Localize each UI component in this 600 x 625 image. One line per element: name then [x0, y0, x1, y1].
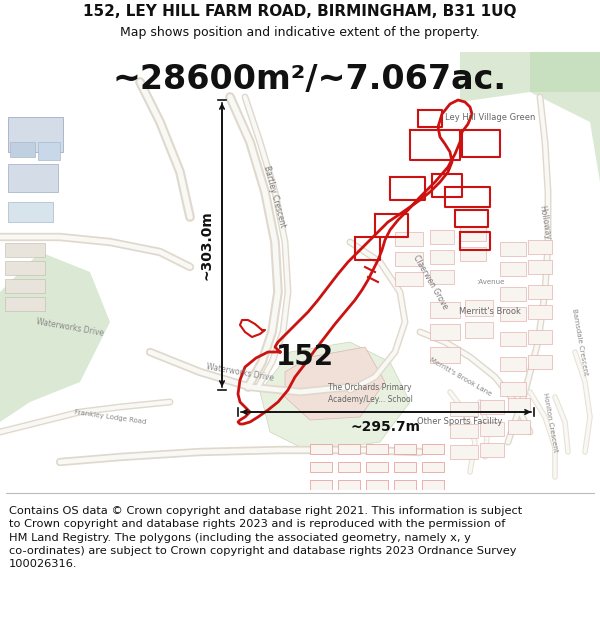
Text: Map shows position and indicative extent of the property.: Map shows position and indicative extent… [120, 26, 480, 39]
Polygon shape [0, 252, 110, 422]
Text: Honiton Crescent: Honiton Crescent [542, 392, 558, 452]
Bar [500, 287, 526, 301]
Bar [5, 243, 45, 257]
Bar [8, 202, 53, 222]
Bar [450, 402, 478, 416]
Bar [500, 242, 526, 256]
Bar [366, 462, 388, 472]
Text: Frankley Lodge Road: Frankley Lodge Road [74, 409, 146, 425]
Bar [310, 444, 332, 454]
Bar [8, 117, 63, 152]
Bar [460, 227, 486, 241]
Bar [528, 355, 552, 369]
Bar [460, 247, 486, 261]
Bar [422, 480, 444, 490]
Bar [508, 420, 530, 434]
Bar [430, 347, 460, 363]
Text: The Orchards Primary: The Orchards Primary [328, 382, 412, 391]
Text: Ley Hill Village Green: Ley Hill Village Green [445, 112, 535, 121]
Bar [5, 261, 45, 275]
Bar [394, 480, 416, 490]
Bar [430, 270, 454, 284]
Polygon shape [285, 347, 385, 420]
Polygon shape [460, 52, 600, 182]
Text: Contains OS data © Crown copyright and database right 2021. This information is : Contains OS data © Crown copyright and d… [9, 506, 522, 569]
Text: :Avenue: :Avenue [476, 279, 504, 285]
Bar [500, 332, 526, 346]
Bar [395, 272, 423, 286]
Text: Barnsdale Crescent: Barnsdale Crescent [571, 308, 589, 376]
Bar [395, 232, 423, 246]
Bar [528, 330, 552, 344]
Bar [465, 322, 493, 338]
Text: 152, LEY HILL FARM ROAD, BIRMINGHAM, B31 1UQ: 152, LEY HILL FARM ROAD, BIRMINGHAM, B31… [83, 4, 517, 19]
Bar [422, 444, 444, 454]
Bar [310, 462, 332, 472]
Bar [480, 443, 504, 457]
Text: Merritt's Brook: Merritt's Brook [459, 308, 521, 316]
Bar [338, 480, 360, 490]
Text: 152: 152 [276, 343, 334, 371]
Bar [8, 164, 58, 192]
Bar [366, 480, 388, 490]
Text: Waterworks Drive: Waterworks Drive [206, 362, 274, 382]
Bar [465, 300, 493, 316]
Bar [500, 382, 526, 396]
Bar [480, 400, 504, 414]
Bar [5, 297, 45, 311]
Bar [422, 462, 444, 472]
Bar [528, 305, 552, 319]
Text: Academy/Ley... School: Academy/Ley... School [328, 396, 412, 404]
Text: ~303.0m: ~303.0m [199, 210, 213, 280]
Text: Bartley Crescent: Bartley Crescent [262, 165, 287, 229]
Bar [395, 252, 423, 266]
Bar [338, 462, 360, 472]
Bar [430, 230, 454, 244]
Text: Holloway: Holloway [538, 204, 553, 240]
Bar [450, 445, 478, 459]
Bar [394, 444, 416, 454]
Bar [394, 462, 416, 472]
Bar [500, 307, 526, 321]
Bar [508, 398, 530, 412]
Bar [528, 240, 552, 254]
Bar [500, 262, 526, 276]
Bar [5, 279, 45, 293]
Bar [480, 422, 504, 436]
Text: ~28600m²/~7.067ac.: ~28600m²/~7.067ac. [113, 64, 507, 96]
Text: Merritt's Brook Lane: Merritt's Brook Lane [428, 357, 492, 398]
Bar [366, 444, 388, 454]
Bar [450, 424, 478, 438]
Bar [430, 250, 454, 264]
Bar [430, 302, 460, 318]
Bar [10, 142, 35, 157]
Polygon shape [530, 52, 600, 92]
Text: Waterworks Drive: Waterworks Drive [35, 317, 104, 338]
Bar [38, 142, 60, 160]
Text: Other Sports Facility: Other Sports Facility [418, 418, 503, 426]
Bar [430, 324, 460, 340]
Polygon shape [260, 342, 410, 452]
Bar [310, 480, 332, 490]
Text: Claerwen Grove: Claerwen Grove [411, 253, 449, 311]
Bar [528, 285, 552, 299]
Bar [338, 444, 360, 454]
Text: ~295.7m: ~295.7m [351, 420, 421, 434]
Bar [500, 357, 526, 371]
Bar [528, 260, 552, 274]
